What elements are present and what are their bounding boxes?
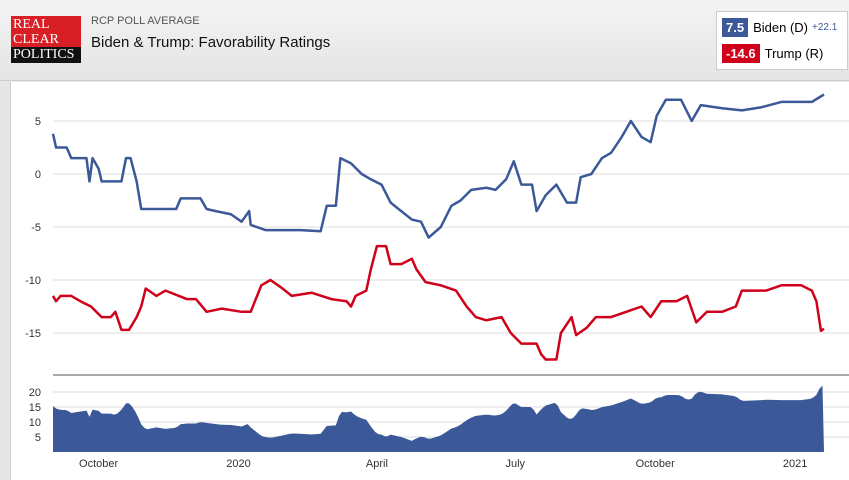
spread-y-tick-label: 20 — [29, 387, 41, 399]
y-tick-label: 0 — [35, 169, 41, 181]
rcp-logo[interactable]: REAL CLEAR POLITICS — [11, 16, 81, 63]
legend: 7.5 Biden (D) +22.1 -14.6 Trump (R) — [716, 11, 848, 70]
legend-item-trump[interactable]: -14.6 Trump (R) — [722, 42, 823, 64]
biden-line — [51, 93, 825, 239]
logo-text: CLEAR — [13, 32, 59, 47]
trump-value-badge: -14.6 — [722, 43, 760, 63]
chart-area: 5 0 -5 -10 -15 20 15 10 5 October 2020 April July Oct… — [10, 82, 849, 480]
chart-svg: 5 0 -5 -10 -15 20 15 10 5 October 2020 April July Oct… — [25, 93, 849, 470]
biden-label: Biden (D) — [753, 19, 808, 35]
y-tick-label: 5 — [35, 116, 41, 128]
x-tick-label: 2020 — [226, 458, 250, 470]
y-tick-label: -10 — [25, 275, 41, 287]
trump-label: Trump (R) — [764, 45, 824, 61]
chart-subtitle: RCP POLL AVERAGE — [91, 15, 200, 27]
x-tick-label: October — [636, 458, 675, 470]
biden-value-badge: 7.5 — [722, 17, 749, 37]
spread-value: +22.1 — [812, 21, 838, 33]
spread-y-tick-label: 5 — [35, 432, 41, 444]
legend-item-biden[interactable]: 7.5 Biden (D) +22.1 — [722, 16, 837, 38]
chart-title: Biden & Trump: Favorability Ratings — [91, 34, 331, 51]
chart-header: REAL CLEAR POLITICS RCP POLL AVERAGE Bid… — [0, 0, 849, 81]
x-tick-label: October — [79, 458, 118, 470]
x-tick-label: 2021 — [783, 458, 807, 470]
spread-area — [53, 385, 824, 452]
y-tick-label: -5 — [31, 222, 41, 234]
logo-text: POLITICS — [13, 47, 75, 62]
spread-y-tick-label: 10 — [29, 417, 41, 429]
logo-text: REAL — [13, 17, 50, 32]
spread-y-tick-label: 15 — [29, 402, 41, 414]
x-tick-label: April — [366, 458, 388, 470]
y-tick-label: -15 — [25, 328, 41, 340]
trump-line — [51, 244, 825, 361]
x-tick-label: July — [506, 458, 526, 470]
